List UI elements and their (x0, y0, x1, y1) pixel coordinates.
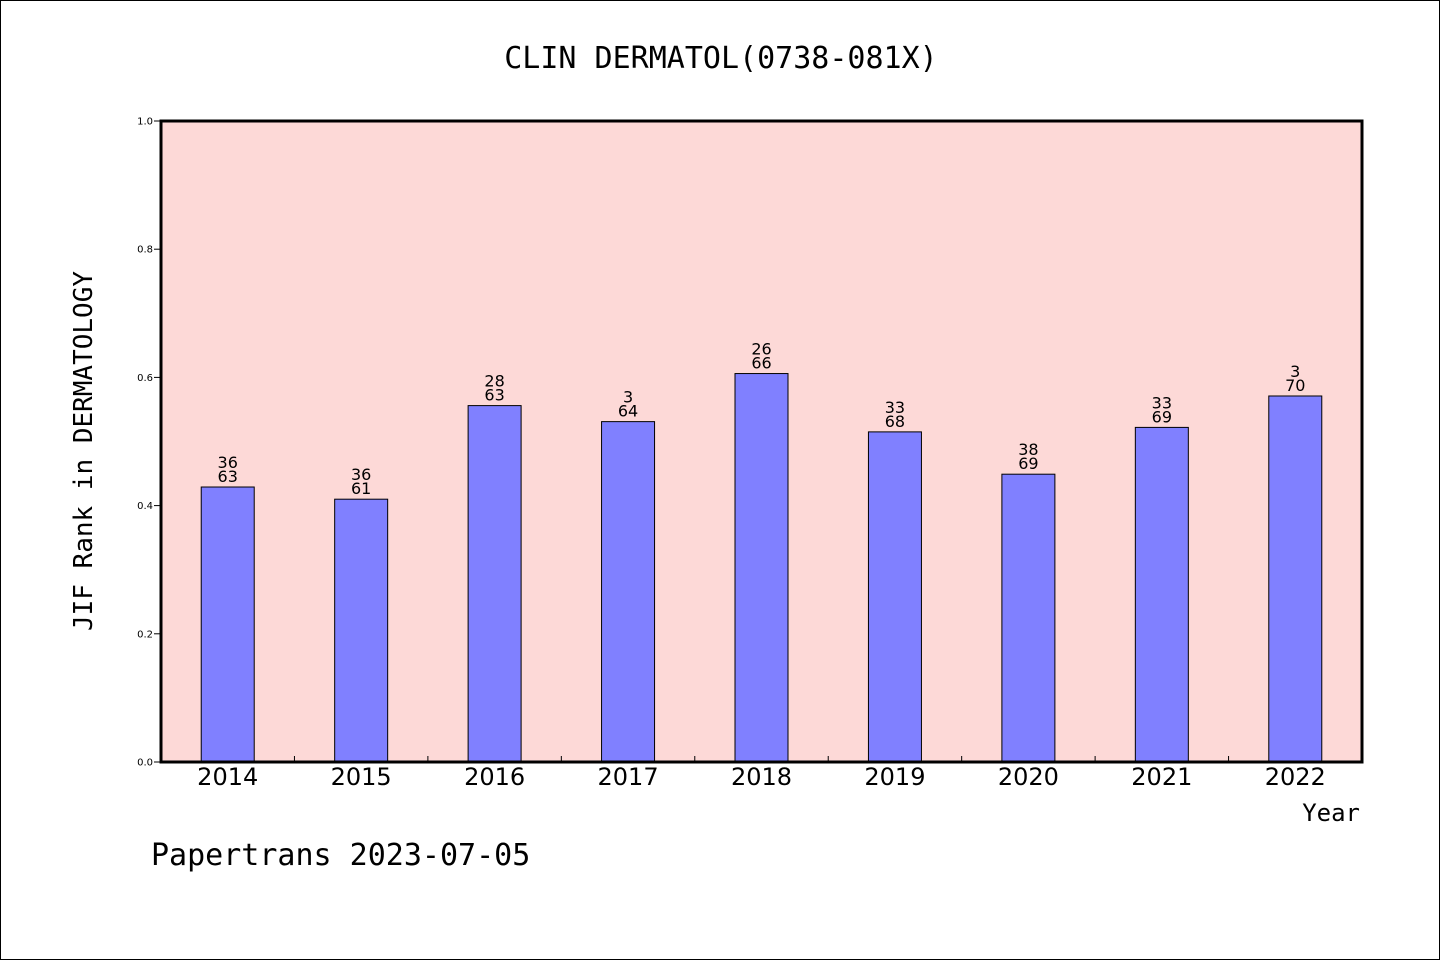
bar-label-total: 68 (885, 412, 905, 431)
y-tick-label: 0.6 (137, 373, 153, 384)
x-tick-label: 2015 (331, 763, 392, 791)
x-tick-label: 2016 (464, 763, 525, 791)
x-tick-label: 2018 (731, 763, 792, 791)
y-tick-label: 1.0 (137, 117, 153, 128)
plot-border (159, 119, 1364, 764)
bar-label-total: 69 (1152, 407, 1172, 426)
bar-2021 (1134, 426, 1189, 763)
bar-2019 (867, 431, 922, 763)
bar-2016 (467, 405, 522, 763)
y-tick-label: 0.2 (137, 629, 153, 640)
y-tick-label: 0.4 (137, 501, 153, 512)
y-axis-ticks: 0.0 0.2 0.4 0.6 0.8 1.0 (137, 117, 161, 769)
bar-label-total: 66 (751, 354, 771, 373)
bar-2015 (334, 498, 389, 763)
x-tick-label: 2021 (1131, 763, 1192, 791)
x-tick-label: 2019 (864, 763, 925, 791)
bar-label-rank: 33 (1152, 393, 1172, 412)
bar-label-rank: 3 (1290, 362, 1300, 381)
bar-label-total: 61 (351, 479, 371, 498)
x-axis-label: Year (1302, 799, 1360, 827)
y-tick-label: 0.8 (137, 245, 153, 256)
bar-2017 (601, 421, 656, 763)
x-tick-label: 2022 (1265, 763, 1326, 791)
bar-2022 (1268, 395, 1323, 763)
bar-label-total: 69 (1018, 454, 1038, 473)
bar-label-rank: 26 (751, 340, 771, 359)
x-tick-label: 2014 (197, 763, 258, 791)
bar-label-total: 70 (1285, 376, 1305, 395)
footer-credit: Papertrans 2023-07-05 (151, 838, 530, 873)
bar-label-rank: 33 (885, 398, 905, 417)
y-tick-label: 0.0 (137, 758, 153, 769)
bar-label-total: 63 (218, 467, 238, 486)
bar-label-rank: 3 (623, 388, 633, 407)
bar-label-rank: 38 (1018, 440, 1038, 459)
bar-2014 (200, 486, 255, 763)
y-axis-label: JIF Rank in DERMATOLOGY (69, 271, 99, 631)
bar-2018 (734, 373, 789, 763)
bar-label-total: 64 (618, 402, 638, 421)
bar-label-rank: 36 (218, 453, 238, 472)
bar-label-rank: 36 (351, 465, 371, 484)
x-axis-ticks: 2014 2015 2016 2017 2018 2019 2020 2021 2022 (197, 756, 1326, 791)
x-tick-label: 2017 (598, 763, 659, 791)
bars (200, 373, 1323, 763)
chart-title: CLIN DERMATOL(0738-081X) (504, 41, 937, 76)
x-tick-label: 2020 (998, 763, 1059, 791)
bar-2020 (1001, 473, 1056, 763)
bar-label-rank: 28 (484, 372, 504, 391)
bar-label-total: 63 (484, 386, 504, 405)
